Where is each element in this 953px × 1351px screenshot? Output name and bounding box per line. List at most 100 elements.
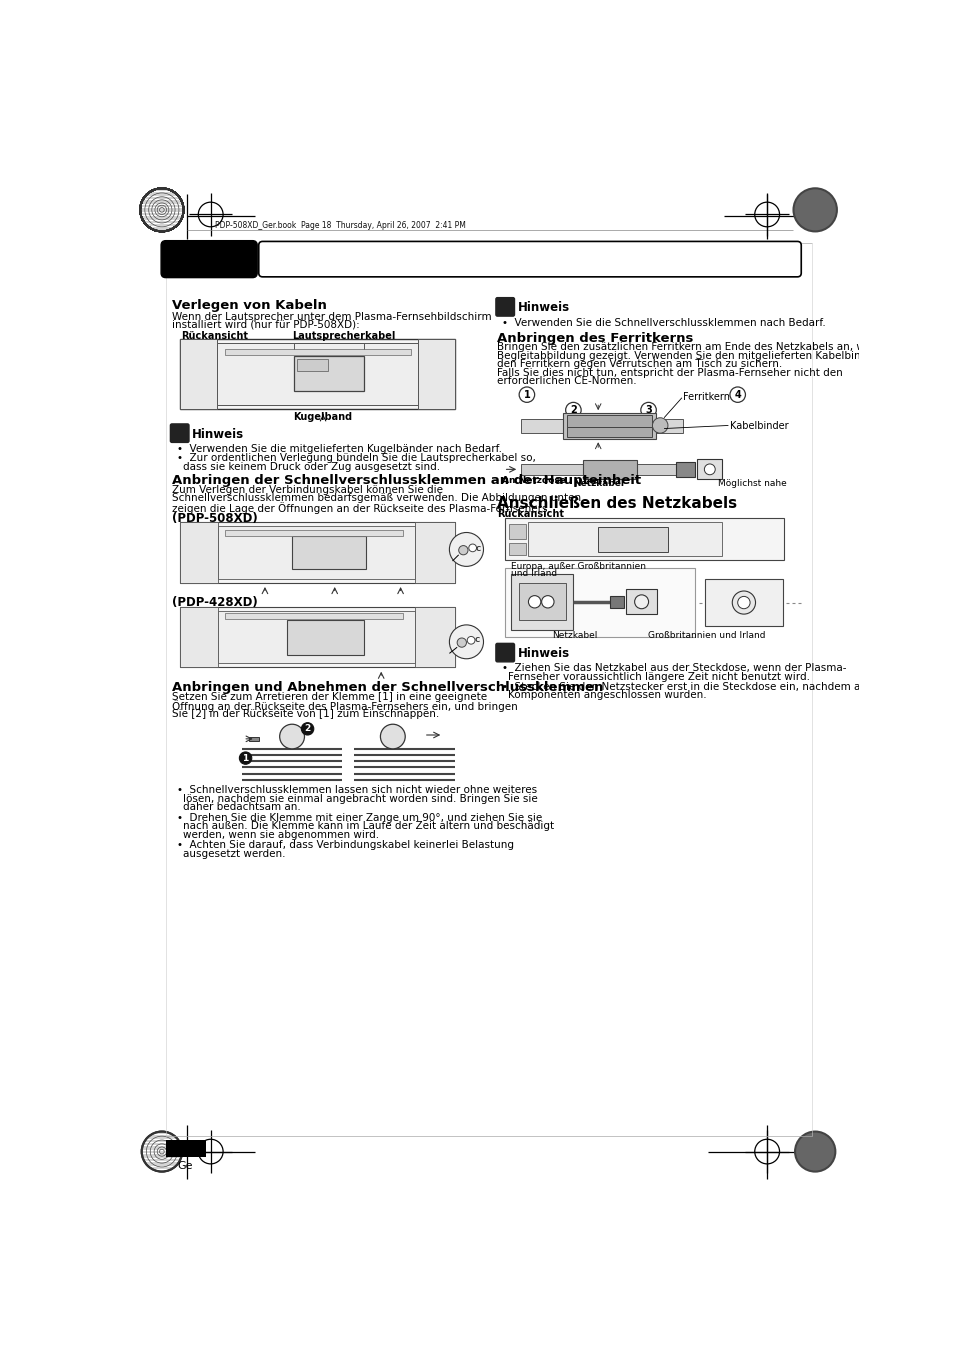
Text: Ferritkern: Ferritkern [682,392,730,403]
Bar [218,527,415,578]
Circle shape [652,417,667,434]
Text: dass sie keinem Druck oder Zug ausgesetzt sind.: dass sie keinem Druck oder Zug ausgesetz… [183,462,439,471]
Bar [224,349,410,355]
Circle shape [794,1132,835,1171]
Text: werden, wenn sie abgenommen wird.: werden, wenn sie abgenommen wird. [183,830,378,840]
Bar [292,536,365,569]
Text: ✎: ✎ [174,427,185,439]
Bar [179,523,455,582]
Text: daher bedachtsam an.: daher bedachtsam an. [183,802,300,812]
Bar [294,357,364,390]
Bar [697,459,721,480]
Text: Schnellverschlussklemmen bedarfsgemäß verwenden. Die Abbildungen unten: Schnellverschlussklemmen bedarfsgemäß ve… [172,493,580,503]
Text: ausgesetzt werden.: ausgesetzt werden. [183,848,285,859]
Text: Wenn der Lautsprecher unter dem Plasma-Fernsehbildschirm: Wenn der Lautsprecher unter dem Plasma-F… [172,312,491,322]
Text: 18: 18 [176,1142,195,1155]
Bar [704,580,781,626]
Text: An Netzdose: An Netzdose [501,477,565,485]
Text: Begleitabbildung gezeigt. Verwenden Sie den mitgelieferten Kabelbinder, um: Begleitabbildung gezeigt. Verwenden Sie … [497,351,901,361]
Text: Netzkabel: Netzkabel [551,631,597,640]
Bar [179,339,455,408]
Text: lösen, nachdem sie einmal angebracht worden sind. Bringen Sie sie: lösen, nachdem sie einmal angebracht wor… [183,793,537,804]
Bar [567,416,652,427]
Text: •  Achten Sie darauf, dass Verbindungskabel keinerlei Belastung: • Achten Sie darauf, dass Verbindungskab… [176,840,513,851]
Text: Lautsprecherkabel: Lautsprecherkabel [292,331,395,340]
Bar [216,343,418,405]
Bar [249,736,258,742]
Bar [179,339,216,408]
Text: PDP-508XD_Ger.book  Page 18  Thursday, April 26, 2007  2:41 PM: PDP-508XD_Ger.book Page 18 Thursday, Apr… [215,220,466,230]
Bar [297,359,328,370]
Text: •  Schnellverschlussklemmen lassen sich nicht wieder ohne weiteres: • Schnellverschlussklemmen lassen sich n… [176,785,537,794]
Bar [528,521,721,557]
FancyBboxPatch shape [496,297,514,316]
Bar [415,523,455,582]
Circle shape [456,638,466,647]
Circle shape [449,532,483,566]
Text: Sie [2] in der Rückseite von [1] zum Einschnappen.: Sie [2] in der Rückseite von [1] zum Ein… [172,709,438,719]
Bar [224,613,402,620]
Text: Hinweis: Hinweis [517,647,569,661]
Bar [505,567,695,638]
Bar [179,607,455,667]
Text: Falls Sie dies nicht tun, entspricht der Plasma-Fernseher nicht den: Falls Sie dies nicht tun, entspricht der… [497,367,842,378]
Bar [224,530,402,536]
Text: den Ferritkern gegen Verrutschen am Tisch zu sichern.: den Ferritkern gegen Verrutschen am Tisc… [497,359,781,369]
Bar [179,523,218,582]
Bar [505,517,783,561]
Bar [609,596,623,608]
Text: 1: 1 [523,389,530,400]
Text: •  Verwenden Sie die Schnellverschlussklemmen nach Bedarf.: • Verwenden Sie die Schnellverschlusskle… [501,317,825,328]
Bar [520,419,682,434]
Bar [598,527,667,551]
Bar [562,413,656,439]
Text: Öffnung an der Rückseite des Plasma-Fernsehers ein, und bringen: Öffnung an der Rückseite des Plasma-Fern… [172,700,517,712]
Circle shape [467,636,475,644]
Text: C: C [474,638,478,643]
Text: 4: 4 [734,389,740,400]
Text: ✎: ✎ [499,646,510,659]
Text: Rückansicht: Rückansicht [181,331,248,340]
Bar [582,461,637,478]
Bar [567,427,652,436]
Bar [520,463,675,474]
Circle shape [729,386,744,403]
Text: Netzkabel: Netzkabel [572,480,623,488]
Bar [418,339,455,408]
Circle shape [528,596,540,608]
Text: Hinweis: Hinweis [517,301,569,315]
Circle shape [640,403,656,417]
Text: installiert wird (nur für PDP-508XD):: installiert wird (nur für PDP-508XD): [172,320,359,330]
Text: Fernseher voraussichtlich längere Zeit nicht benutzt wird.: Fernseher voraussichtlich längere Zeit n… [508,671,809,682]
FancyBboxPatch shape [171,424,189,442]
Text: Ge: Ge [177,1161,193,1171]
Text: Kabelbinder: Kabelbinder [729,422,788,431]
Circle shape [301,723,314,735]
Bar [166,1140,206,1156]
Text: Anbringen der Schnellverschlussklemmen an der Haupteinheit: Anbringen der Schnellverschlussklemmen a… [172,474,640,486]
Text: Kugelband: Kugelband [294,412,353,423]
Bar [415,607,455,667]
Circle shape [239,753,252,765]
Text: Komponenten angeschlossen wurden.: Komponenten angeschlossen wurden. [508,690,706,700]
Bar [511,574,573,630]
Bar [675,462,695,477]
Text: Bringen Sie den zusätzlichen Ferritkern am Ende des Netzkabels an, wie in der: Bringen Sie den zusätzlichen Ferritkern … [497,342,907,353]
Circle shape [279,724,304,748]
Bar [286,620,364,655]
FancyBboxPatch shape [161,240,257,277]
Text: Setzen Sie zum Arretieren der Klemme [1] in eine geeignete: Setzen Sie zum Arretieren der Klemme [1]… [172,692,487,703]
Text: nach außen. Die Klemme kann im Laufe der Zeit altern und beschädigt: nach außen. Die Klemme kann im Laufe der… [183,821,554,831]
Circle shape [518,386,534,403]
Text: Anbringen und Abnehmen der Schnellverschlussklemmen: Anbringen und Abnehmen der Schnellversch… [172,681,602,694]
Text: und Irland: und Irland [511,569,557,578]
Text: erforderlichen CE-Normen.: erforderlichen CE-Normen. [497,376,637,386]
Bar [518,584,565,620]
Text: ✎: ✎ [499,300,510,313]
FancyBboxPatch shape [258,242,801,277]
Text: •  Stecken Sie den Netzstecker erst in die Steckdose ein, nachdem alle: • Stecken Sie den Netzstecker erst in di… [501,682,872,692]
Text: •  Ziehen Sie das Netzkabel aus der Steckdose, wenn der Plasma-: • Ziehen Sie das Netzkabel aus der Steck… [501,663,845,673]
Text: Möglichst nahe: Möglichst nahe [718,480,786,488]
Text: 2: 2 [304,724,311,734]
FancyBboxPatch shape [496,643,514,662]
